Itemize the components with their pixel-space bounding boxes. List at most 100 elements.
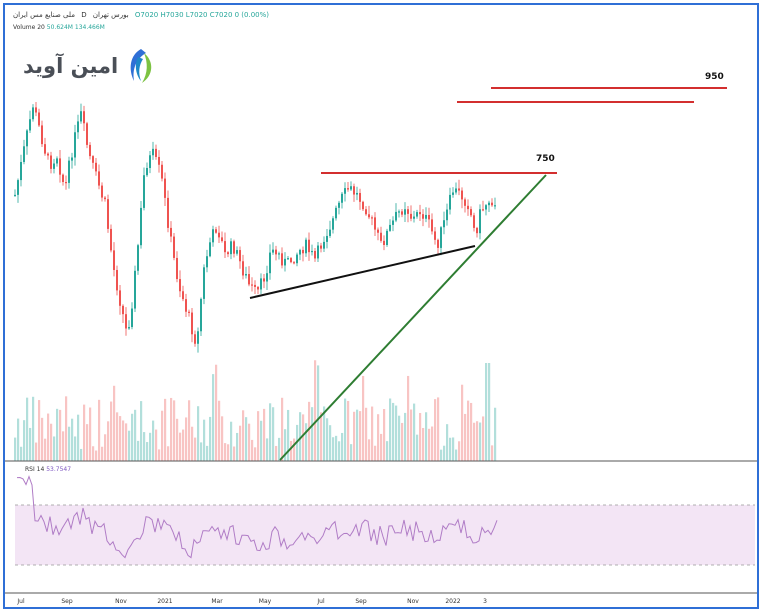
volume-bar bbox=[491, 445, 494, 461]
candle-body bbox=[308, 239, 310, 253]
candle-body bbox=[98, 171, 100, 186]
volume-bar bbox=[212, 374, 215, 461]
candle-body bbox=[104, 197, 106, 200]
candle-body bbox=[191, 312, 193, 335]
volume-bar bbox=[251, 439, 254, 461]
candle-body bbox=[395, 211, 397, 221]
candle-body bbox=[227, 252, 229, 255]
volume-bar bbox=[362, 375, 365, 461]
candle-body bbox=[299, 249, 301, 255]
x-tick-label: Sep bbox=[61, 598, 73, 605]
candle-body bbox=[74, 132, 76, 158]
volume-bar bbox=[371, 406, 374, 461]
candle-body bbox=[401, 211, 403, 215]
rsi-header: RSI 14 53.7547 bbox=[25, 466, 71, 473]
candle-body bbox=[341, 193, 343, 203]
volume-bar bbox=[326, 418, 329, 461]
volume-bar bbox=[35, 442, 38, 461]
candle-body bbox=[377, 229, 379, 233]
ohlc-values: O7020 H7030 L7020 C7020 0 (0.00%) bbox=[134, 11, 270, 19]
volume-bar bbox=[191, 426, 194, 461]
volume-bar bbox=[392, 402, 395, 461]
volume-bar bbox=[185, 417, 188, 461]
volume-bar bbox=[356, 409, 359, 461]
x-tick-label: Sep bbox=[355, 598, 367, 605]
brand-logo: امین آوید bbox=[23, 47, 158, 85]
candle-body bbox=[446, 209, 448, 221]
candle-body bbox=[200, 298, 202, 332]
volume-bar bbox=[143, 432, 146, 461]
volume-bar bbox=[167, 446, 170, 461]
x-tick-label: 3 bbox=[483, 598, 487, 605]
volume-bar bbox=[149, 432, 152, 461]
candle-body bbox=[449, 194, 451, 210]
candle-body bbox=[467, 205, 469, 210]
volume-bar bbox=[203, 419, 206, 461]
candle-body bbox=[380, 232, 382, 241]
candle-body bbox=[476, 227, 478, 234]
volume-bar bbox=[59, 409, 62, 461]
candle-body bbox=[440, 227, 442, 248]
candle-body bbox=[128, 327, 130, 329]
candle-body bbox=[101, 185, 103, 198]
candle-body bbox=[140, 207, 142, 246]
candle-body bbox=[398, 211, 400, 213]
volume-bar bbox=[269, 403, 272, 461]
candle-body bbox=[242, 261, 244, 276]
candle-body bbox=[419, 212, 421, 215]
candle-body bbox=[122, 305, 124, 315]
candle-body bbox=[65, 182, 67, 184]
price-chart bbox=[5, 87, 757, 594]
volume-bar bbox=[365, 407, 368, 461]
volume-bar bbox=[320, 412, 323, 461]
volume-bar bbox=[125, 423, 128, 461]
candle-body bbox=[470, 209, 472, 216]
volume-bar bbox=[230, 421, 233, 461]
volume-bar bbox=[26, 397, 29, 461]
candle-body bbox=[89, 144, 91, 157]
candle-body bbox=[485, 205, 487, 210]
candle-body bbox=[152, 148, 154, 156]
candle-body bbox=[170, 227, 172, 237]
volume-bar bbox=[266, 438, 269, 461]
candle-body bbox=[86, 123, 88, 145]
volume-layer bbox=[14, 360, 497, 461]
candle-body bbox=[332, 218, 334, 230]
volume-bar bbox=[179, 432, 182, 461]
candle-body bbox=[326, 235, 328, 242]
candle-body bbox=[260, 278, 262, 290]
volume-bar bbox=[182, 429, 185, 461]
volume-bar bbox=[176, 418, 179, 461]
volume-bar bbox=[116, 412, 119, 461]
candle-body bbox=[26, 130, 28, 147]
volume-bar bbox=[110, 401, 113, 461]
candle-body bbox=[194, 334, 196, 344]
rsi-line bbox=[16, 475, 498, 559]
candle-body bbox=[425, 214, 427, 219]
candle-body bbox=[233, 241, 235, 254]
x-tick-label: Jul bbox=[17, 598, 25, 605]
candle-body bbox=[113, 250, 115, 270]
volume-bar bbox=[83, 404, 86, 461]
candle-body bbox=[146, 168, 148, 176]
volume-bar bbox=[224, 443, 227, 461]
volume-bar bbox=[473, 422, 476, 461]
volume-bar bbox=[89, 407, 92, 461]
volume-bar bbox=[299, 412, 302, 461]
volume-bar bbox=[482, 416, 485, 461]
volume-bar bbox=[461, 384, 464, 461]
volume-bar bbox=[44, 438, 47, 461]
volume-bar bbox=[161, 410, 164, 461]
volume-bar bbox=[173, 400, 176, 461]
candle-body bbox=[161, 164, 163, 179]
candle-body bbox=[116, 269, 118, 291]
candle-body bbox=[365, 209, 367, 215]
candle-body bbox=[77, 121, 79, 133]
candle-body bbox=[416, 212, 418, 217]
candle-body bbox=[413, 216, 415, 219]
candle-body bbox=[431, 219, 433, 232]
rsi-band bbox=[15, 505, 755, 565]
volume-bar bbox=[437, 397, 440, 461]
volume-bar bbox=[398, 415, 401, 461]
volume-bar bbox=[134, 409, 137, 461]
